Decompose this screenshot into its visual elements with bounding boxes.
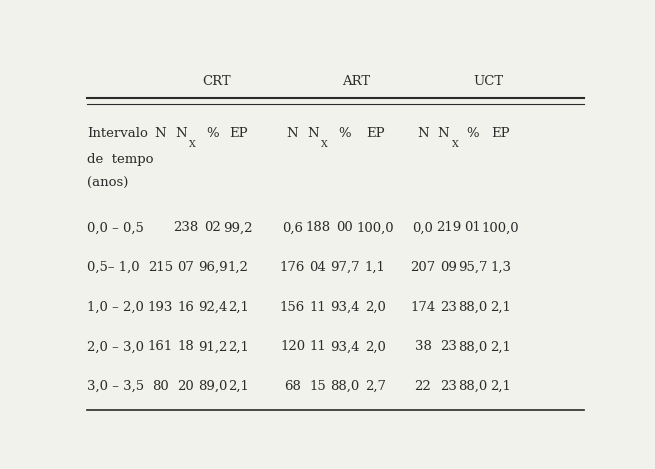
Text: 01: 01 xyxy=(464,221,481,234)
Text: 96,9: 96,9 xyxy=(198,261,228,274)
Text: 0,0: 0,0 xyxy=(413,221,434,234)
Text: 00: 00 xyxy=(337,221,353,234)
Text: 38: 38 xyxy=(415,340,432,354)
Text: 97,7: 97,7 xyxy=(330,261,360,274)
Text: 11: 11 xyxy=(310,301,326,314)
Text: 23: 23 xyxy=(440,380,457,393)
Text: 88,0: 88,0 xyxy=(458,301,487,314)
Text: 88,0: 88,0 xyxy=(458,380,487,393)
Text: N: N xyxy=(175,128,187,140)
Text: 2,1: 2,1 xyxy=(228,380,249,393)
Text: N: N xyxy=(155,128,166,140)
Text: EP: EP xyxy=(229,128,248,140)
Text: 2,7: 2,7 xyxy=(365,380,386,393)
Text: %: % xyxy=(466,128,479,140)
Text: 2,1: 2,1 xyxy=(490,380,511,393)
Text: 176: 176 xyxy=(280,261,305,274)
Text: 3,0 – 3,5: 3,0 – 3,5 xyxy=(87,380,144,393)
Text: 2,0: 2,0 xyxy=(365,340,386,354)
Text: 80: 80 xyxy=(152,380,169,393)
Text: N: N xyxy=(438,128,449,140)
Text: 02: 02 xyxy=(204,221,221,234)
Text: 193: 193 xyxy=(148,301,173,314)
Text: 88,0: 88,0 xyxy=(330,380,360,393)
Text: 0,5– 1,0: 0,5– 1,0 xyxy=(87,261,140,274)
Text: 1,1: 1,1 xyxy=(365,261,386,274)
Text: 68: 68 xyxy=(284,380,301,393)
Text: UCT: UCT xyxy=(473,75,503,88)
Text: ART: ART xyxy=(342,75,370,88)
Text: 238: 238 xyxy=(174,221,198,234)
Text: N: N xyxy=(287,128,298,140)
Text: 20: 20 xyxy=(178,380,195,393)
Text: 2,1: 2,1 xyxy=(490,340,511,354)
Text: 1,2: 1,2 xyxy=(228,261,249,274)
Text: 0,6: 0,6 xyxy=(282,221,303,234)
Text: 23: 23 xyxy=(440,340,457,354)
Text: 2,1: 2,1 xyxy=(228,301,249,314)
Text: de  tempo: de tempo xyxy=(87,153,153,166)
Text: 16: 16 xyxy=(178,301,195,314)
Text: 174: 174 xyxy=(411,301,436,314)
Text: 09: 09 xyxy=(440,261,457,274)
Text: 23: 23 xyxy=(440,301,457,314)
Text: 188: 188 xyxy=(305,221,331,234)
Text: EP: EP xyxy=(366,128,384,140)
Text: 91,2: 91,2 xyxy=(198,340,227,354)
Text: 88,0: 88,0 xyxy=(458,340,487,354)
Text: 07: 07 xyxy=(178,261,195,274)
Text: 89,0: 89,0 xyxy=(198,380,227,393)
Text: 161: 161 xyxy=(148,340,173,354)
Text: 156: 156 xyxy=(280,301,305,314)
Text: 22: 22 xyxy=(415,380,432,393)
Text: 215: 215 xyxy=(148,261,173,274)
Text: 219: 219 xyxy=(436,221,461,234)
Text: N: N xyxy=(417,128,429,140)
Text: 18: 18 xyxy=(178,340,195,354)
Text: 100,0: 100,0 xyxy=(356,221,394,234)
Text: 2,0 – 3,0: 2,0 – 3,0 xyxy=(87,340,144,354)
Text: 93,4: 93,4 xyxy=(330,340,360,354)
Text: %: % xyxy=(339,128,351,140)
Text: 120: 120 xyxy=(280,340,305,354)
Text: 1,0 – 2,0: 1,0 – 2,0 xyxy=(87,301,144,314)
Text: 04: 04 xyxy=(310,261,326,274)
Text: Intervalo: Intervalo xyxy=(87,128,148,140)
Text: 2,1: 2,1 xyxy=(228,340,249,354)
Text: X: X xyxy=(451,140,458,149)
Text: 2,0: 2,0 xyxy=(365,301,386,314)
Text: X: X xyxy=(321,140,328,149)
Text: 93,4: 93,4 xyxy=(330,301,360,314)
Text: 95,7: 95,7 xyxy=(458,261,487,274)
Text: 15: 15 xyxy=(310,380,326,393)
Text: CRT: CRT xyxy=(202,75,231,88)
Text: X: X xyxy=(189,140,196,149)
Text: 2,1: 2,1 xyxy=(490,301,511,314)
Text: 0,0 – 0,5: 0,0 – 0,5 xyxy=(87,221,144,234)
Text: 207: 207 xyxy=(411,261,436,274)
Text: 92,4: 92,4 xyxy=(198,301,227,314)
Text: N: N xyxy=(307,128,318,140)
Text: 99,2: 99,2 xyxy=(223,221,253,234)
Text: EP: EP xyxy=(491,128,510,140)
Text: 11: 11 xyxy=(310,340,326,354)
Text: 100,0: 100,0 xyxy=(482,221,519,234)
Text: %: % xyxy=(206,128,219,140)
Text: 1,3: 1,3 xyxy=(490,261,511,274)
Text: (anos): (anos) xyxy=(87,177,128,190)
